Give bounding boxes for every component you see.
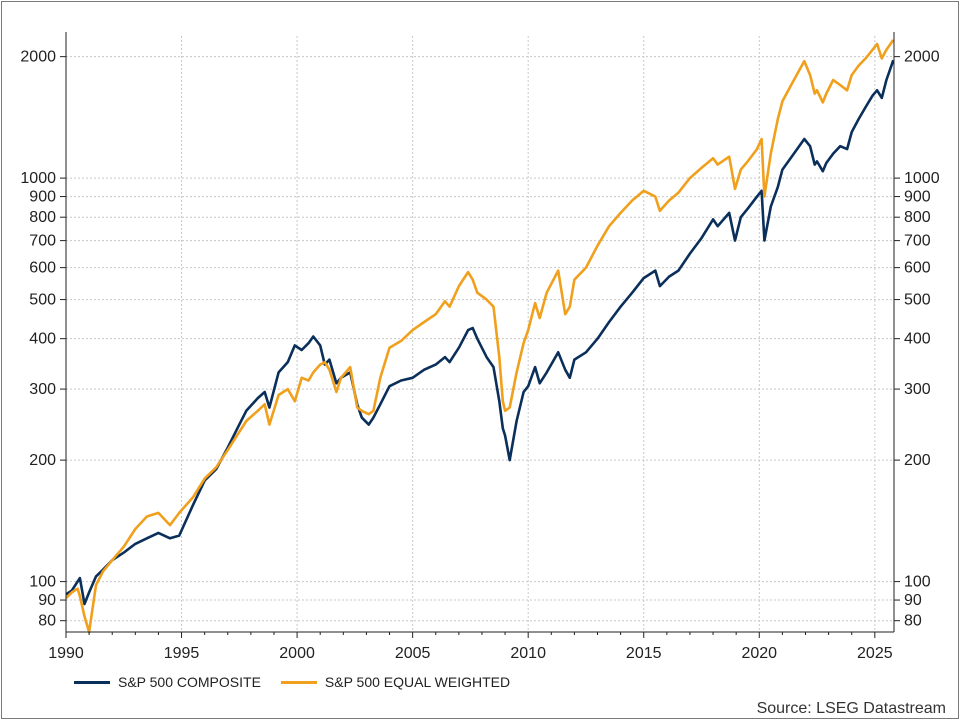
y-tick-label-right: 300 (904, 381, 931, 398)
y-tick-label-left: 700 (29, 233, 56, 250)
y-tick-label-right: 100 (904, 574, 931, 591)
series-line-equal-weighted (65, 39, 895, 634)
x-tick-label: 1995 (164, 645, 200, 662)
x-tick-label: 2020 (741, 645, 777, 662)
legend-label-composite: S&P 500 COMPOSITE (118, 674, 261, 690)
y-tick-label-right: 1000 (904, 170, 940, 187)
x-tick-label: 1990 (48, 645, 84, 662)
x-tick-label: 2010 (510, 645, 546, 662)
x-tick-label: 2000 (279, 645, 315, 662)
y-tick-label-right: 90 (904, 592, 922, 609)
y-tick-label-left: 90 (38, 592, 56, 609)
y-tick-label-right: 900 (904, 189, 931, 206)
source-note: Source: LSEG Datastream (756, 700, 946, 717)
legend-swatch-equal-weighted (280, 680, 317, 684)
legend-item-composite: S&P 500 COMPOSITE (74, 674, 261, 690)
y-tick-label-left: 1000 (20, 170, 56, 187)
y-tick-label-right: 200 (904, 452, 931, 469)
x-tick-label: 2015 (626, 645, 662, 662)
series-line-composite (65, 59, 895, 606)
legend-swatch-composite (74, 680, 110, 684)
y-tick-label-left: 2000 (20, 49, 56, 66)
x-tick-label: 2005 (395, 645, 431, 662)
legend: S&P 500 COMPOSITE S&P 500 EQUAL WEIGHTED (74, 674, 510, 690)
y-tick-label-left: 400 (29, 331, 56, 348)
y-tick-label-left: 800 (29, 209, 56, 226)
x-tick-label: 2025 (857, 645, 893, 662)
y-tick-label-left: 100 (29, 574, 56, 591)
y-tick-label-right: 80 (904, 613, 922, 630)
y-tick-label-left: 80 (38, 613, 56, 630)
y-tick-label-right: 400 (904, 331, 931, 348)
y-tick-label-right: 600 (904, 260, 931, 277)
y-tick-label-left: 600 (29, 260, 56, 277)
series-layer (65, 39, 895, 634)
gridlines (65, 36, 894, 632)
y-tick-label-left: 900 (29, 189, 56, 206)
y-tick-label-left: 300 (29, 381, 56, 398)
y-tick-label-right: 700 (904, 233, 931, 250)
legend-item-equal-weighted: S&P 500 EQUAL WEIGHTED (280, 674, 511, 690)
y-tick-label-left: 500 (29, 292, 56, 309)
y-tick-label-right: 800 (904, 209, 931, 226)
legend-label-equal-weighted: S&P 500 EQUAL WEIGHTED (324, 674, 511, 690)
y-tick-label-right: 2000 (904, 49, 940, 66)
y-tick-label-left: 200 (29, 452, 56, 469)
y-tick-label-right: 500 (904, 292, 931, 309)
